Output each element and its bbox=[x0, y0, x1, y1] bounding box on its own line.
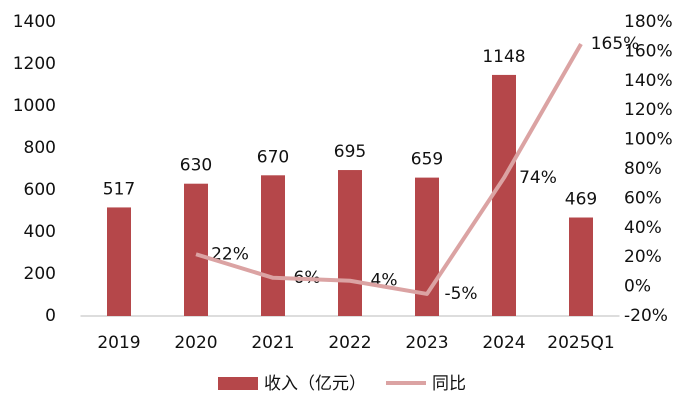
y-tick-label: 1200 bbox=[13, 54, 56, 74]
legend-swatch bbox=[218, 377, 258, 390]
x-tick-label: 2020 bbox=[174, 333, 217, 353]
bar bbox=[338, 170, 362, 316]
bar bbox=[492, 74, 516, 316]
bar-value-label: 469 bbox=[565, 190, 597, 210]
bar-value-label: 670 bbox=[257, 147, 289, 167]
bar-value-label: 1148 bbox=[482, 47, 525, 67]
line-value-label: 74% bbox=[519, 168, 557, 188]
y-tick-label: 400 bbox=[24, 222, 56, 242]
y2-tick-label: -20% bbox=[624, 306, 668, 326]
y2-tick-label: 160% bbox=[624, 41, 673, 61]
bar-value-label: 695 bbox=[334, 142, 366, 162]
bar-value-label: 659 bbox=[411, 150, 443, 170]
y2-tick-label: 0% bbox=[624, 277, 651, 297]
y2-tick-label: 80% bbox=[624, 159, 662, 179]
bar bbox=[184, 183, 208, 316]
y2-tick-label: 20% bbox=[624, 247, 662, 267]
bar bbox=[107, 207, 131, 316]
y2-tick-label: 180% bbox=[624, 12, 673, 32]
y2-tick-label: 60% bbox=[624, 188, 662, 208]
y-tick-label: 0 bbox=[45, 306, 56, 326]
y-tick-label: 600 bbox=[24, 180, 56, 200]
y-tick-label: 800 bbox=[24, 138, 56, 158]
y2-tick-label: 120% bbox=[624, 100, 673, 120]
legend-label: 收入（亿元） bbox=[264, 374, 366, 394]
y2-tick-label: 140% bbox=[624, 71, 673, 91]
bar bbox=[261, 175, 285, 316]
x-tick-label: 2025Q1 bbox=[547, 333, 614, 353]
y-tick-label: 1400 bbox=[13, 12, 56, 32]
y2-tick-label: 100% bbox=[624, 130, 673, 150]
y-tick-label: 200 bbox=[24, 264, 56, 284]
x-tick-label: 2021 bbox=[251, 333, 294, 353]
x-tick-label: 2019 bbox=[97, 333, 140, 353]
y2-tick-label: 40% bbox=[624, 218, 662, 238]
bar bbox=[569, 217, 593, 316]
line-value-label: 165% bbox=[591, 34, 640, 54]
x-tick-label: 2022 bbox=[328, 333, 371, 353]
line-value-label: 22% bbox=[211, 244, 249, 264]
line bbox=[195, 43, 583, 296]
bar-value-label: 517 bbox=[103, 179, 135, 199]
legend-label: 同比 bbox=[432, 374, 466, 394]
x-tick-label: 2023 bbox=[405, 333, 448, 353]
x-tick-label: 2024 bbox=[482, 333, 525, 353]
y-tick-label: 1000 bbox=[13, 96, 56, 116]
line-value-label: -5% bbox=[444, 284, 477, 304]
bar-value-label: 630 bbox=[180, 156, 212, 176]
